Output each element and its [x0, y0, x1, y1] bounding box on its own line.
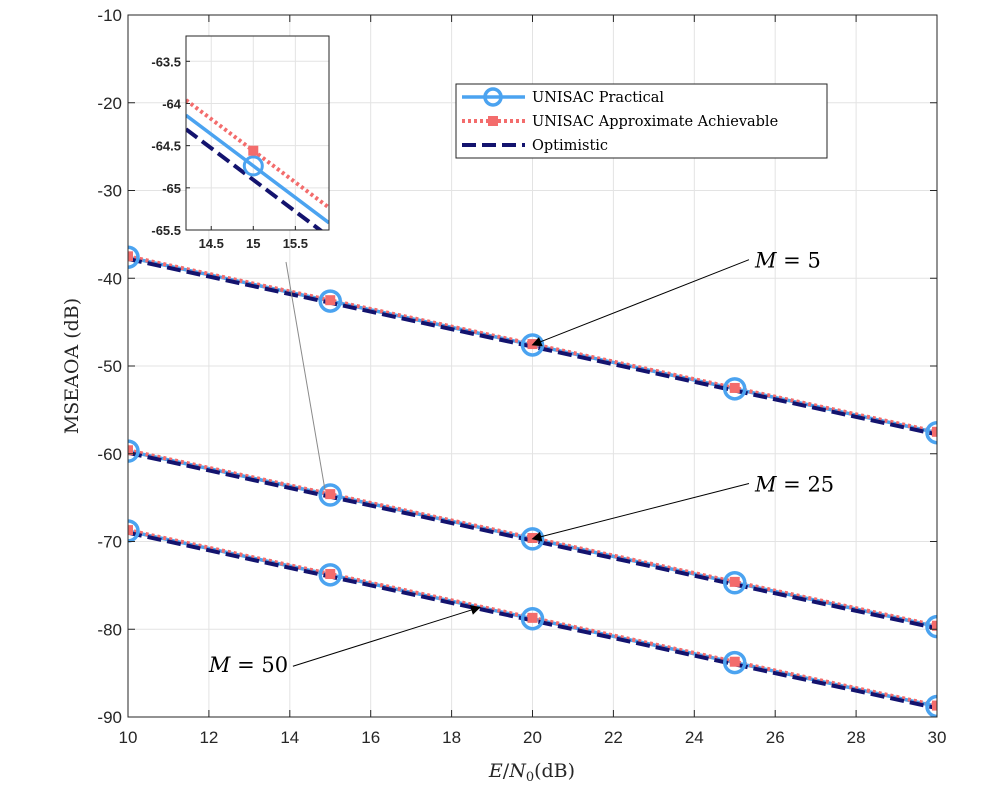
y-tick-label: -40: [97, 269, 122, 288]
inset-y-tick-label: -65: [162, 181, 181, 196]
annotation-m-50: M = 50: [208, 605, 481, 677]
legend-item-approximate: UNISAC Approximate Achievable: [462, 114, 778, 130]
inset-y-tick-label: -65.5: [151, 223, 181, 238]
annotation-var: M: [754, 249, 777, 273]
y-tick-label: -20: [97, 94, 122, 113]
point-approximate: [128, 525, 133, 536]
inset-y-tick-label: -64.5: [151, 139, 181, 154]
y-tick-label: -60: [97, 445, 122, 464]
legend-label-optimistic: Optimistic: [532, 138, 608, 154]
x-axis-label: E/N0(dB): [488, 760, 575, 785]
legend-marker-approximate: [488, 116, 498, 126]
point-practical: [318, 563, 342, 587]
inset-x-tick-label: 14.5: [199, 236, 224, 251]
legend-label-practical: UNISAC Practical: [532, 90, 664, 106]
point-practical: [723, 570, 747, 595]
legend-item-optimistic: Optimistic: [462, 138, 608, 154]
legend: UNISAC Practical UNISAC Approximate Achi…: [455, 83, 828, 159]
annotation-equals: =: [230, 653, 261, 677]
main-series: [128, 245, 937, 717]
x-tick-label: 20: [523, 728, 542, 747]
series-group-2: [128, 519, 937, 717]
annotation-arrow: [531, 482, 750, 542]
point-practical: [520, 606, 545, 631]
y-tick-label: -10: [97, 6, 122, 25]
annotation-label: M = 50: [208, 653, 288, 677]
inset-frame: [185, 35, 330, 231]
y-axis-ticks: -10 -20 -30 -40 -50 -60 -70 -80 -90: [97, 6, 937, 727]
annotation-var: M: [208, 653, 231, 677]
point-approximate: [932, 426, 937, 437]
inset-point-practical: [242, 155, 264, 177]
x-tick-label: 28: [847, 728, 866, 747]
x-tick-label: 12: [199, 728, 218, 747]
y-tick-label: -50: [97, 357, 122, 376]
point-approximate: [325, 295, 336, 306]
annotation-m-25: M = 25: [531, 472, 834, 542]
annotation-value: 5: [807, 249, 820, 273]
legend-item-practical: UNISAC Practical: [462, 87, 664, 107]
y-tick-label: -80: [97, 620, 122, 639]
point-approximate: [527, 612, 538, 623]
inset-y-tick-label: -63.5: [151, 54, 181, 69]
point-approximate: [729, 382, 740, 393]
inset-line-optimistic: [186, 127, 324, 230]
point-approximate: [729, 576, 740, 587]
annotation-label: M = 5: [754, 249, 821, 273]
point-practical: [128, 519, 140, 543]
inset-x-tick-label: 15.5: [283, 236, 308, 251]
point-practical: [520, 527, 545, 551]
point-practical: [128, 245, 140, 269]
inset-x-tick-label: 15: [246, 236, 260, 251]
point-practical: [318, 483, 342, 507]
annotation-value: 25: [807, 472, 834, 496]
inset-line-practical: [186, 113, 329, 225]
annotations: M = 5M = 25M = 50: [208, 249, 834, 678]
point-approximate: [729, 656, 740, 667]
annotation-m-5: M = 5: [531, 249, 821, 347]
x-axis-ticks: 10 12 14 16 18 20 22 24 26 28 30: [119, 15, 947, 747]
inset-connector: [285, 261, 326, 491]
x-tick-label: 16: [361, 728, 380, 747]
inset-series: [186, 98, 329, 230]
point-practical: [723, 377, 747, 401]
point-approximate: [932, 620, 937, 631]
point-practical: [723, 650, 747, 675]
inset-y-tick-label: -64: [162, 96, 182, 111]
annotation-var: M: [754, 472, 777, 496]
point-approximate: [932, 700, 937, 711]
annotation-equals: =: [776, 472, 807, 496]
point-practical: [925, 694, 937, 717]
y-tick-label: -30: [97, 182, 122, 201]
legend-label-approximate: UNISAC Approximate Achievable: [532, 114, 778, 130]
x-tick-label: 18: [442, 728, 461, 747]
point-approximate: [128, 445, 133, 456]
x-tick-label: 30: [928, 728, 947, 747]
y-axis-label: MSEAOA (dB): [61, 298, 83, 434]
point-practical: [318, 289, 342, 313]
annotation-arrow: [292, 605, 481, 667]
point-practical: [925, 614, 937, 639]
inset-point-approximate: [248, 145, 259, 156]
annotation-equals: =: [776, 249, 807, 273]
x-tick-label: 14: [280, 728, 299, 747]
point-practical: [925, 420, 937, 445]
point-practical: [128, 439, 140, 463]
y-tick-label: -90: [97, 708, 122, 727]
x-tick-label: 22: [604, 728, 623, 747]
x-tick-label: 26: [766, 728, 785, 747]
annotation-label: M = 25: [754, 472, 834, 496]
point-approximate: [325, 489, 336, 500]
y-tick-label: -70: [97, 533, 122, 552]
x-tick-label: 10: [119, 728, 138, 747]
x-tick-label: 24: [685, 728, 704, 747]
annotation-value: 50: [261, 653, 288, 677]
point-approximate: [128, 251, 133, 262]
legend-marker-practical: [483, 87, 503, 107]
point-approximate: [325, 568, 336, 579]
inset-ticks: 14.5 15 15.5 -63.5 -64 -64.5 -65 -65.5: [151, 54, 308, 251]
annotation-arrow: [531, 259, 750, 347]
